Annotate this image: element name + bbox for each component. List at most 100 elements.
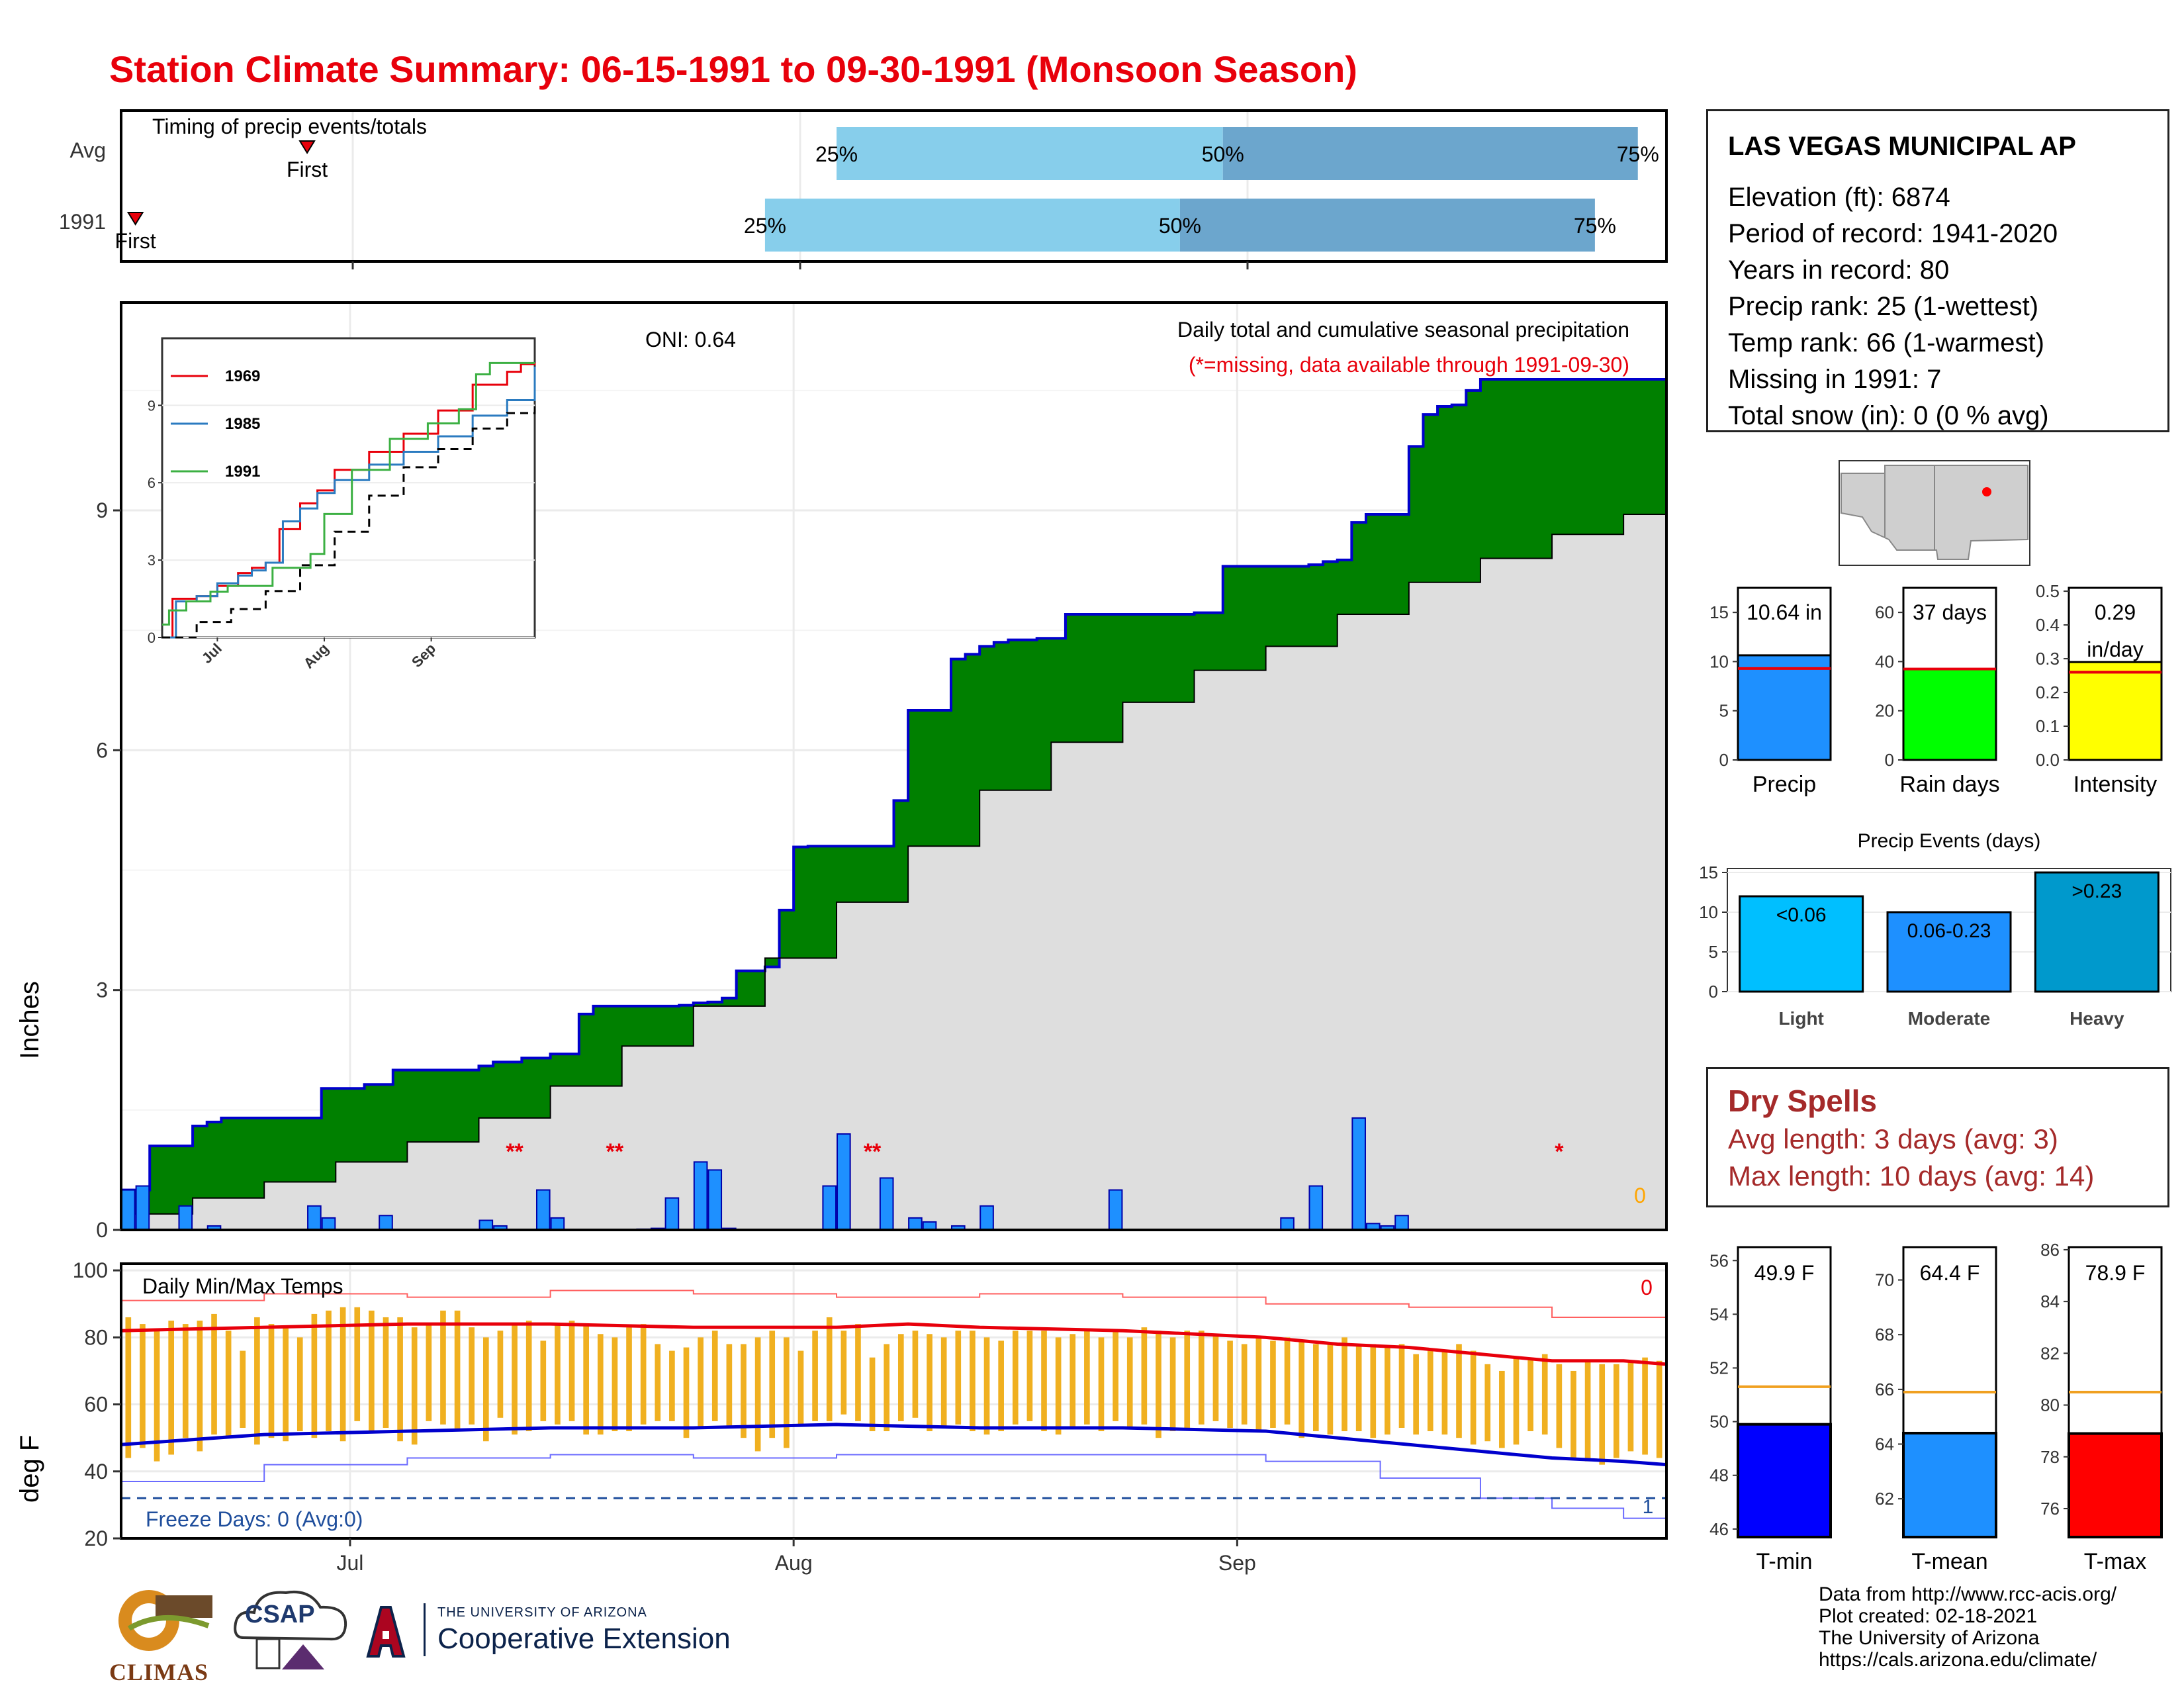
station-elevation: Elevation (ft): 6874: [1728, 183, 1950, 212]
xtick-label: Aug: [775, 1551, 813, 1575]
timing-xticks: [351, 261, 1249, 269]
daily-temp-range-bar: [182, 1324, 189, 1438]
daily-temp-range-bar: [698, 1337, 704, 1428]
daily-temp-range-bar: [1556, 1364, 1563, 1448]
mini-bar-ytick-label: 0: [1719, 750, 1729, 770]
ua-logo: [363, 1602, 409, 1662]
daily-temp-range-bar: [597, 1334, 604, 1435]
daily-temp-range-bar: [1169, 1337, 1176, 1432]
daily-temp-range-bar: [512, 1324, 518, 1435]
p25-label: 25%: [815, 142, 858, 166]
daily-temp-range-bar: [1184, 1331, 1191, 1428]
inset-ytick-label: 9: [148, 397, 156, 414]
daily-precip-bar: [178, 1205, 193, 1231]
temp-bar-ytick-label: 46: [1709, 1519, 1729, 1539]
freeze-days-label: Freeze Days: 0 (Avg:0): [146, 1507, 363, 1531]
temp-series: [120, 1289, 1667, 1519]
daily-temp-range-bar: [897, 1334, 904, 1421]
daily-temp-range-bar: [826, 1317, 833, 1421]
avg-min-line: [120, 1423, 1667, 1467]
inset-ytick-label: 3: [148, 552, 156, 569]
daily-temp-range-bar: [569, 1321, 575, 1421]
dry-spells-max: Max length: 10 days (avg: 14): [1728, 1160, 2095, 1192]
daily-temp-range-bar: [1241, 1344, 1248, 1425]
daily-temp-range-bar: [1212, 1334, 1219, 1421]
daily-precip-bar: [535, 1189, 551, 1231]
temp-bar-ytick-label: 70: [1875, 1270, 1894, 1290]
credit-plot-date: Plot created: 02-18-2021: [1819, 1605, 2038, 1627]
p25-label: 25%: [744, 214, 786, 238]
shared-xaxis: Jul Aug Sep: [336, 1538, 1256, 1575]
inset-ytick-label: 6: [148, 475, 156, 491]
daily-temp-range-bar: [1156, 1331, 1161, 1438]
events-ytick-label: 15: [1699, 863, 1718, 882]
mini-bar-ytick-label: 0.5: [2036, 581, 2060, 601]
daily-temp-range-bar: [640, 1324, 647, 1425]
temp-bar-ytick-label: 66: [1875, 1380, 1894, 1399]
temp-ytick-label: 60: [84, 1393, 108, 1417]
daily-precip-bar: [478, 1219, 494, 1231]
daily-precip-bar: [664, 1197, 680, 1231]
daily-temp-range-bar: [1199, 1331, 1205, 1425]
timing-panel: Timing of precip events/totals Avg 1991 …: [59, 109, 1668, 269]
daily-temp-range-bar: [540, 1340, 547, 1421]
credit-url: https://cals.arizona.edu/climate/: [1819, 1649, 2097, 1671]
daily-temp-range-bar: [1355, 1344, 1362, 1432]
events-bar-value-label: >0.23: [2071, 880, 2122, 902]
daily-temp-range-bar: [1541, 1354, 1548, 1435]
mini-bar-value: [1902, 668, 1997, 761]
precip-frame: [120, 301, 1668, 1231]
footer-credits: Data from http://www.rcc-acis.org/ Plot …: [1819, 1583, 2116, 1671]
mini-bar-ytick-label: 40: [1875, 651, 1894, 671]
daily-precip-bar: [550, 1217, 565, 1231]
inset-series-1991: [162, 361, 535, 626]
daily-temp-range-bar: [1298, 1340, 1305, 1438]
mini-bar-category-label: Precip: [1752, 772, 1816, 797]
p75-label: 75%: [1574, 214, 1616, 238]
temp-ytick-label: 80: [84, 1325, 108, 1349]
daily-temp-range-bar: [525, 1321, 532, 1432]
daily-precip-bar: [1394, 1215, 1409, 1231]
daily-temp-range-bar: [1113, 1331, 1118, 1421]
daily-temp-range-bar: [482, 1337, 489, 1442]
daily-temp-range-bar: [1427, 1350, 1433, 1432]
daily-temp-range-bar: [955, 1331, 962, 1425]
csap-text: CSAP: [245, 1601, 315, 1628]
mini-bar-ytick-label: 10: [1709, 651, 1729, 671]
precip-caption: Daily total and cumulative seasonal prec…: [1177, 318, 1629, 342]
temp-bar-ytick-label: 48: [1709, 1466, 1729, 1485]
daily-temp-range-bar: [168, 1321, 174, 1455]
daily-temp-range-bar: [1456, 1344, 1462, 1438]
daily-temp-range-bar: [711, 1331, 718, 1421]
daily-temp-range-bar: [555, 1324, 561, 1425]
avg-max-line: [120, 1322, 1667, 1366]
temp-bar-value-label: 64.4 F: [1920, 1261, 1980, 1285]
above-average-area: [121, 379, 1666, 1214]
daily-temp-range-bar: [340, 1307, 346, 1442]
climas-logo: CLIMAS: [109, 1582, 215, 1685]
daily-precip-bar: [979, 1205, 994, 1231]
events-bar-heavy: [2034, 871, 2160, 993]
daily-temp-range-bar: [726, 1344, 733, 1428]
coop-ext-text: Cooperative Extension: [437, 1622, 731, 1655]
temp-bar-ytick-label: 78: [2040, 1447, 2060, 1467]
temp-bar-ytick-label: 76: [2040, 1499, 2060, 1519]
quartile-box-upper: [1222, 127, 1638, 180]
mini-bar-category-label: Rain days: [1899, 772, 1999, 797]
mini-bar-ytick-label: 0: [1885, 750, 1894, 770]
missing-data-marker: **: [506, 1139, 523, 1164]
daily-temp-range-bar: [797, 1350, 804, 1425]
daily-temp-range-bar: [970, 1331, 976, 1432]
first-label: First: [115, 229, 156, 253]
record-max-line: [121, 1289, 1666, 1318]
daily-temp-range-bar: [741, 1344, 747, 1438]
mini-bar-ytick-label: 0.2: [2036, 682, 2060, 702]
daily-temp-range-bar: [940, 1337, 947, 1428]
csap-logo: CSAP: [230, 1583, 351, 1683]
temp-panel: 20 40 60 80 100 Daily Min/Max Temps Freeze D…: [73, 1258, 1668, 1575]
daily-precip-bar: [1108, 1189, 1123, 1231]
legend-label-1985: 1985: [225, 415, 260, 433]
temp-bar-category-label: T-mean: [1911, 1549, 1987, 1574]
